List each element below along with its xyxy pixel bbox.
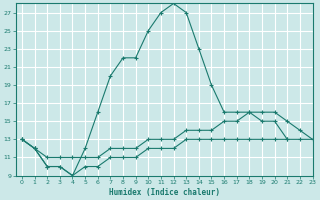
X-axis label: Humidex (Indice chaleur): Humidex (Indice chaleur) bbox=[108, 188, 220, 197]
